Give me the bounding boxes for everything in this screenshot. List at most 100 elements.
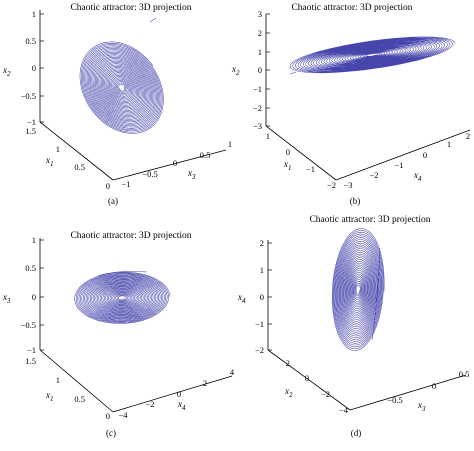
panel-a-ylabel: x3 [187,168,196,181]
y-tick-label: 0 [423,150,427,160]
panel-c-zlabel: x3 [2,292,11,305]
panel-d-y-ticks: −0.5 0 0.5 [387,369,469,405]
panel-c-series-line [74,271,171,324]
y-tick-label: 4 [230,367,235,377]
panel-c: Chaotic attractor: 3D projection 1 0.5 0… [2,231,235,438]
y-tick-label: 0.5 [459,369,470,379]
z-tick-label: 1 [258,47,262,57]
z-tick-label: 3 [258,9,262,19]
panel-a-xlabel: x1 [45,155,54,168]
y-tick-label: 1 [228,139,232,149]
z-tick-label: 2 [258,28,262,38]
panel-c-z-ticks: 1 0.5 0 −0.5 −1 [21,235,44,355]
panel-b-xlabel: x1 [283,159,292,172]
z-tick-label: 1 [32,9,36,19]
x-tick-label: 0 [305,373,309,383]
z-tick-label: −1 [27,117,36,127]
z-tick-label: −1 [255,319,264,329]
x-tick-label: 0.5 [74,394,85,404]
z-tick-label: −2 [253,103,262,113]
panel-c-axes [39,238,233,413]
panel-b: Chaotic attractor: 3D projection 3 2 1 0… [231,3,471,206]
x-tick-label: 0.5 [74,162,85,172]
x-tick-label: −4 [339,405,349,415]
panel-b-z-ticks: 3 2 1 0 −1 −2 −3 [253,9,270,131]
x-tick-label: 1 [56,375,60,385]
panel-d-ylabel: x3 [417,400,426,413]
z-tick-label: −0.5 [21,91,36,101]
y-tick-label: 0 [173,158,177,168]
y-tick-label: −1 [394,160,403,170]
x-tick-label: −2 [327,180,336,190]
y-tick-label: −2 [145,399,154,409]
panel-c-caption: (c) [106,428,116,438]
x-tick-label: 0 [106,181,110,191]
x-tick-label: 1.5 [25,356,36,366]
y-tick-label: −1 [121,179,130,189]
panel-a-caption: (a) [108,196,118,206]
panel-a-z-ticks: 1 0.5 0 −0.5 −1 [21,9,44,127]
panel-d-caption: (d) [351,428,362,438]
panel-d-z-ticks: 2 1 0 −1 −2 [255,238,272,355]
z-tick-label: −0.5 [21,320,36,330]
y-tick-label: 0.5 [200,150,211,160]
panel-b-series-line [289,36,456,75]
x-tick-label: 1 [56,144,60,154]
panel-d-series-line [331,228,385,351]
z-tick-label: −1 [27,345,36,355]
z-tick-label: 2 [260,238,264,248]
panel-c-x-ticks: 1.5 1 0.5 0 [25,356,110,421]
z-tick-label: −3 [253,121,262,131]
z-tick-label: −2 [255,345,264,355]
panel-b-caption: (b) [350,196,361,206]
x-tick-label: 1.5 [25,126,36,136]
y-tick-label: −3 [343,180,352,190]
panel-b-zlabel: x2 [231,64,240,77]
panel-c-xlabel: x1 [45,390,54,403]
panel-a-trajectory [79,17,164,134]
panel-b-trajectory [289,36,456,75]
x-tick-label: −1 [306,164,315,174]
z-tick-label: −1 [253,84,262,94]
panel-a-title: Chaotic attractor: 3D projection [70,3,191,13]
z-tick-label: 0 [32,63,36,73]
panel-a-x-ticks: 1.5 1 0.5 0 [25,126,110,191]
panel-d-trajectory [331,228,385,351]
panel-d-title: Chaotic attractor: 3D projection [309,215,430,225]
panel-c-trajectory [74,271,171,324]
panel-c-y-ticks: −4 −2 0 2 4 [118,367,234,420]
panel-b-x-ticks: 1 0 −1 −2 [266,131,336,190]
x-tick-label: 2 [286,358,290,368]
z-tick-label: 0 [258,65,262,75]
z-tick-label: 0.5 [25,36,36,46]
y-tick-label: −0.5 [387,395,402,405]
panel-c-title: Chaotic attractor: 3D projection [70,231,191,241]
panel-d-xlabel: x2 [284,386,293,399]
panel-b-ylabel: x4 [413,170,422,183]
y-tick-label: 2 [466,131,470,141]
panel-d: Chaotic attractor: 3D projection 2 1 0 −… [237,215,469,438]
z-tick-label: 0.5 [25,263,36,273]
z-tick-label: 1 [260,265,264,275]
y-tick-label: 0 [177,389,181,399]
y-tick-label: −0.5 [142,169,157,179]
panel-a-zlabel: x2 [2,65,11,78]
z-tick-label: 0 [260,292,264,302]
y-tick-label: 2 [203,378,207,388]
panel-c-ylabel: x4 [177,399,186,412]
panel-a-axes [39,10,227,181]
x-tick-label: −2 [321,389,330,399]
x-tick-label: 0 [286,147,290,157]
panel-b-y-ticks: −3 −2 −1 0 1 2 [343,131,470,190]
y-tick-label: −4 [118,410,128,420]
panel-a-y-ticks: −1 −0.5 0 0.5 1 [121,139,232,189]
z-tick-label: 1 [32,235,36,245]
z-tick-label: 0 [32,292,36,302]
panel-d-zlabel: x4 [237,292,246,305]
y-tick-label: 0 [432,381,436,391]
panel-d-axes [267,240,467,411]
y-tick-label: −2 [369,170,378,180]
panel-b-title: Chaotic attractor: 3D projection [291,3,412,13]
panel-a: Chaotic attractor: 3D projection 1 0.5 0… [2,3,232,206]
